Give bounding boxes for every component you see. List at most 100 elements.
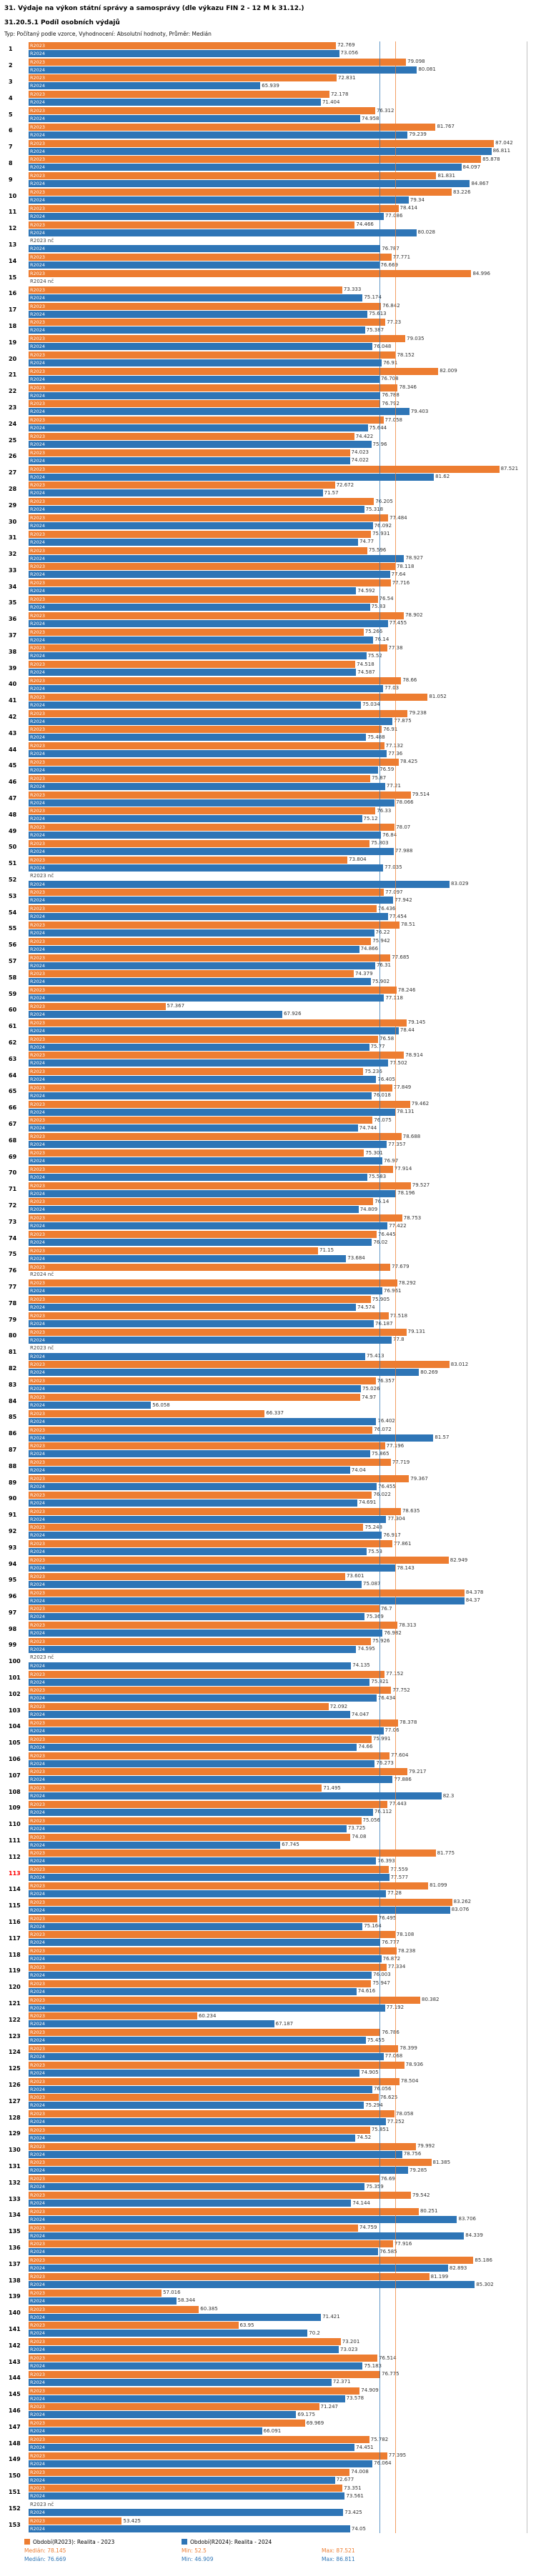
row-bars: R2023 79.462 R2024 78.131 (29, 1100, 536, 1116)
barline-2024: R2024 77.068 (29, 2052, 536, 2060)
row-bars: R2023 75.851 R2024 74.52 (29, 2126, 536, 2142)
series-label-2023: R2023 (30, 596, 46, 602)
bar-2023: R2023 (29, 905, 377, 913)
value-label-2023: 77.23 (387, 319, 402, 325)
bar-2023: R2023 (29, 400, 381, 408)
chart-row: 4 R2023 72.178 R2024 71.404 (0, 90, 536, 106)
value-label-2023: 73.201 (342, 2338, 360, 2345)
chart-row: 40 R2023 78.66 R2024 77.03 (0, 677, 536, 693)
barline-2024: R2024 77.28 (29, 1889, 536, 1897)
barline-2024: R2024 74.135 (29, 1662, 536, 1669)
bar-2023: R2023 (29, 889, 384, 897)
bar-2024: R2024 (29, 2215, 457, 2223)
bar-2024: R2024 (29, 212, 384, 220)
barline-2023: R2023 73.601 (29, 1572, 536, 1580)
bar-2024: R2024 (29, 750, 387, 758)
row-bars: R2023 78.378 R2024 77.06 (29, 1719, 536, 1734)
series-label-2023: R2023 (30, 1736, 46, 1742)
value-label-2024: 75.12 (363, 815, 378, 822)
row-bars: R2023 77.097 R2024 77.942 (29, 889, 536, 904)
barline-2023: R2023 75.248 (29, 1524, 536, 1532)
barline-2024: R2024 77.357 (29, 1141, 536, 1149)
row-number: 115 (9, 1902, 21, 1909)
row-bars: R2023 53.425 R2024 74.05 (29, 2517, 536, 2533)
barline-2024: R2024 75.96 (29, 441, 536, 449)
row-number: 51 (9, 860, 17, 867)
series-label-2024: R2024 (30, 1027, 46, 1034)
barline-2023: R2023 77.484 (29, 514, 536, 521)
value-label-2023: 78.902 (405, 612, 423, 619)
bar-2024: R2024 (29, 1027, 399, 1034)
barline-2023: R2023 78.902 (29, 611, 536, 619)
barline-2023: R2023 75.236 (29, 1068, 536, 1076)
value-label-2023: 75.803 (371, 840, 389, 847)
barline-2024: R2024 67.745 (29, 1841, 536, 1849)
series-label-2024: R2024 (30, 213, 46, 219)
chart-row: 116 R2023 76.495 R2024 75.164 (0, 1914, 536, 1931)
value-label-2024: 74.809 (359, 1206, 378, 1212)
barline-2023: R2023 82.949 (29, 1557, 536, 1564)
barline-2024: R2024 76.708 (29, 375, 536, 383)
barline-2023: R2023 75.301 (29, 1149, 536, 1157)
bar-2024: R2024 (29, 1629, 383, 1637)
value-label-2023: 72.178 (330, 91, 349, 97)
value-label-2024: 76.917 (383, 1532, 401, 1538)
row-number: 108 (9, 1788, 21, 1795)
bar-2023: R2023 (29, 2322, 239, 2330)
barline-2023: R2023 72.092 (29, 1703, 536, 1711)
bar-2024: R2024 (29, 2362, 363, 2370)
row-bars: R2023 78.108 R2024 76.777 (29, 1931, 536, 1947)
barline-2024: R2024 76.018 (29, 1092, 536, 1099)
series-label-2024: R2024 (30, 2249, 46, 2255)
legend-label-2023: Období(R2023): Realita - 2023 (33, 2538, 115, 2545)
bar-2023: R2023 (29, 2224, 358, 2232)
chart-row: 152 R2023 nč R2024 73.425 (0, 2500, 536, 2517)
series-label-2023: R2023 (30, 1232, 46, 1238)
bar-2023: R2023 (29, 1980, 372, 1987)
series-label-2024: R2024 (30, 767, 46, 773)
barline-2023: R2023 81.099 (29, 1882, 536, 1889)
barline-2024: R2024 77.455 (29, 619, 536, 627)
value-label-2024: 76.405 (377, 1076, 395, 1082)
row-bars: R2023 77.443 R2024 76.112 (29, 1800, 536, 1816)
series-label-2023: R2023 (30, 580, 46, 586)
series-label-2023: R2023 (30, 808, 46, 814)
value-label-2023: 76.58 (379, 1036, 394, 1042)
row-number: 109 (9, 1804, 21, 1812)
barline-2023: R2023 78.504 (29, 2077, 536, 2085)
row-bars: R2023 76.625 R2024 75.294 (29, 2094, 536, 2110)
value-label-2024: 77.454 (389, 913, 407, 919)
barline-2024: R2024 76.187 (29, 1320, 536, 1328)
chart-row: 94 R2023 82.949 R2024 78.143 (0, 1556, 536, 1572)
value-label-2024: 78.756 (403, 2151, 422, 2157)
row-number: 125 (9, 2065, 21, 2072)
value-label-2024: 74.616 (357, 1988, 376, 1995)
row-bars: R2023 85.186 R2024 82.893 (29, 2257, 536, 2272)
row-bars: R2023 nč R2024 83.029 (29, 873, 536, 888)
value-label-2023: 78.346 (399, 384, 417, 391)
row-number: 40 (9, 681, 17, 688)
value-label-2024: 81.62 (435, 474, 450, 480)
series-label-2023: R2023 (30, 922, 46, 928)
value-label-2023: 82.949 (450, 1557, 468, 1563)
row-bars: R2023 77.679 R2024 nč (29, 1263, 536, 1279)
bar-2023: R2023 (29, 2257, 474, 2265)
barline-2024: R2024 71.404 (29, 99, 536, 106)
bar-2023: R2023 (29, 1263, 391, 1271)
chart-row: 24 R2023 77.058 R2024 75.644 (0, 416, 536, 432)
barline-2023: R2023 79.462 (29, 1100, 536, 1108)
bar-2023: R2023 (29, 611, 405, 619)
value-label-2024: 75.53 (367, 1548, 382, 1554)
barline-2023: R2023 76.842 (29, 302, 536, 310)
barline-2024: R2024 73.725 (29, 1824, 536, 1832)
bar-2024: R2024 (29, 2313, 322, 2321)
barline-2023: R2023 76.445 (29, 1231, 536, 1239)
value-label-2023: 76.436 (377, 905, 396, 912)
bar-2024: R2024 (29, 1906, 450, 1914)
series-label-2023: R2023 (30, 1867, 46, 1873)
barline-2023: R2023 78.118 (29, 563, 536, 571)
chart-row: 53 R2023 77.097 R2024 77.942 (0, 888, 536, 904)
chart-row: 148 R2023 75.782 R2024 74.451 (0, 2435, 536, 2452)
bar-2024: R2024 (29, 701, 362, 709)
chart-row: 75 R2023 71.15 R2024 73.684 (0, 1247, 536, 1263)
